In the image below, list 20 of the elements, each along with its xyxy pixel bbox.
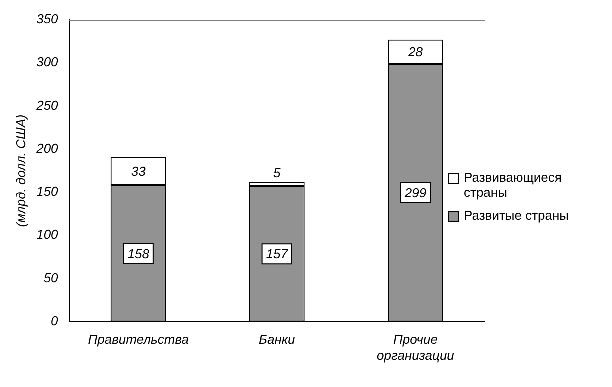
y-tick-label: 350 <box>36 12 60 27</box>
x-tick-label: Прочие организации <box>377 332 454 363</box>
y-tick-label: 50 <box>44 270 60 286</box>
y-tick-label: 150 <box>36 184 60 200</box>
data-label: 28 <box>407 44 424 60</box>
y-tick-label: 200 <box>36 140 60 156</box>
y-tick-label: 100 <box>36 227 60 242</box>
data-label: 158 <box>128 246 150 262</box>
legend-label: Развитые страны <box>464 208 570 223</box>
data-label: 5 <box>274 166 282 181</box>
data-label: 33 <box>131 164 147 179</box>
data-label: 299 <box>404 186 427 200</box>
y-tick-label: 0 <box>51 313 60 328</box>
y-axis-title: (млрд. долл. США) <box>13 114 28 228</box>
y-tick-label: 300 <box>36 54 60 70</box>
text: Развивающиеся страны <box>464 170 563 200</box>
data-label: 157 <box>266 246 289 262</box>
x-tick-label: Банки <box>259 332 296 348</box>
y-tick-label: 250 <box>36 98 60 113</box>
x-tick-label: Правительства <box>88 332 189 348</box>
